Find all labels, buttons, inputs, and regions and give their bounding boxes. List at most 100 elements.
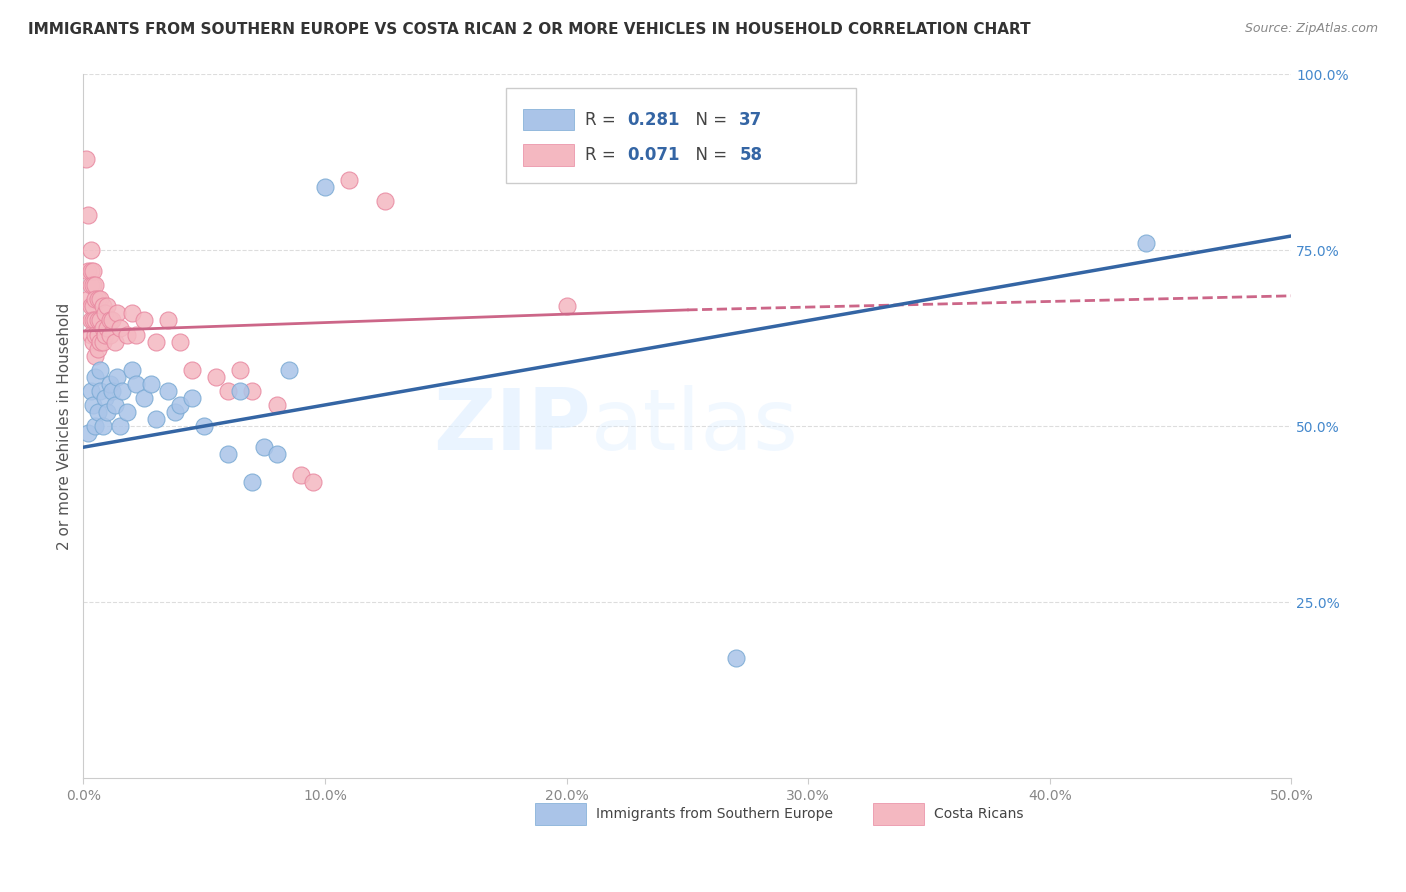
Point <box>229 363 252 377</box>
Point <box>94 391 117 405</box>
Text: 58: 58 <box>740 146 762 164</box>
Point <box>87 293 110 307</box>
Point <box>96 320 118 334</box>
Point <box>156 384 179 398</box>
FancyBboxPatch shape <box>536 804 586 824</box>
Point <box>121 363 143 377</box>
Point <box>98 376 121 391</box>
Point <box>89 313 111 327</box>
Point <box>374 194 396 208</box>
Text: ZIP: ZIP <box>433 384 591 467</box>
Point <box>139 376 162 391</box>
Point <box>301 475 323 490</box>
Point <box>79 313 101 327</box>
Point <box>105 306 128 320</box>
Point <box>145 334 167 349</box>
FancyBboxPatch shape <box>506 88 856 183</box>
Point <box>96 299 118 313</box>
Point <box>181 363 204 377</box>
Point <box>79 243 101 257</box>
Point <box>724 651 747 665</box>
Point <box>193 419 215 434</box>
Text: 0.281: 0.281 <box>627 111 679 128</box>
Point <box>77 208 100 222</box>
Text: N =: N = <box>685 111 733 128</box>
Point <box>125 327 148 342</box>
Text: Costa Ricans: Costa Ricans <box>934 807 1024 821</box>
Point <box>98 327 121 342</box>
Point <box>555 299 578 313</box>
Point <box>266 447 288 461</box>
Point <box>84 419 107 434</box>
Point <box>91 419 114 434</box>
Point <box>1135 235 1157 250</box>
Point <box>77 293 100 307</box>
Point <box>82 278 104 293</box>
Point <box>79 299 101 313</box>
Point <box>145 412 167 426</box>
Point <box>82 398 104 412</box>
Point <box>111 384 134 398</box>
Point <box>82 264 104 278</box>
Point <box>165 405 187 419</box>
Point <box>266 398 288 412</box>
Point <box>84 369 107 384</box>
Point <box>75 152 97 166</box>
Point <box>94 306 117 320</box>
Point <box>108 320 131 334</box>
Text: IMMIGRANTS FROM SOUTHERN EUROPE VS COSTA RICAN 2 OR MORE VEHICLES IN HOUSEHOLD C: IMMIGRANTS FROM SOUTHERN EUROPE VS COSTA… <box>28 22 1031 37</box>
Text: 0.071: 0.071 <box>627 146 679 164</box>
Point <box>229 384 252 398</box>
Point <box>242 384 264 398</box>
Point <box>84 349 107 363</box>
Point <box>84 313 107 327</box>
Point <box>79 278 101 293</box>
Point <box>79 264 101 278</box>
Point <box>87 405 110 419</box>
Point <box>104 334 127 349</box>
Text: Immigrants from Southern Europe: Immigrants from Southern Europe <box>596 807 832 821</box>
Point <box>77 426 100 441</box>
Point <box>101 313 124 327</box>
Point <box>96 405 118 419</box>
Point <box>314 179 336 194</box>
Point <box>79 327 101 342</box>
Point <box>89 293 111 307</box>
Point <box>156 313 179 327</box>
Point <box>132 391 155 405</box>
Point <box>89 384 111 398</box>
Point <box>84 327 107 342</box>
Point <box>169 334 191 349</box>
FancyBboxPatch shape <box>873 804 924 824</box>
Point <box>98 313 121 327</box>
Point <box>79 384 101 398</box>
Text: N =: N = <box>685 146 733 164</box>
Point <box>77 264 100 278</box>
Point <box>277 363 299 377</box>
Point <box>89 334 111 349</box>
Point <box>217 384 239 398</box>
Point <box>84 293 107 307</box>
Point <box>105 369 128 384</box>
Point <box>290 468 312 483</box>
Point <box>169 398 191 412</box>
Point <box>181 391 204 405</box>
FancyBboxPatch shape <box>523 145 574 166</box>
Point <box>115 405 138 419</box>
Text: R =: R = <box>585 111 620 128</box>
Point <box>91 299 114 313</box>
Point <box>125 376 148 391</box>
Point <box>337 172 360 186</box>
Point <box>101 384 124 398</box>
Point <box>205 369 228 384</box>
Point <box>115 327 138 342</box>
Point <box>94 327 117 342</box>
Point <box>253 440 276 454</box>
Point <box>87 313 110 327</box>
Point <box>217 447 239 461</box>
Text: atlas: atlas <box>591 384 799 467</box>
Point <box>82 334 104 349</box>
Text: Source: ZipAtlas.com: Source: ZipAtlas.com <box>1244 22 1378 36</box>
Point <box>91 320 114 334</box>
Point <box>89 363 111 377</box>
